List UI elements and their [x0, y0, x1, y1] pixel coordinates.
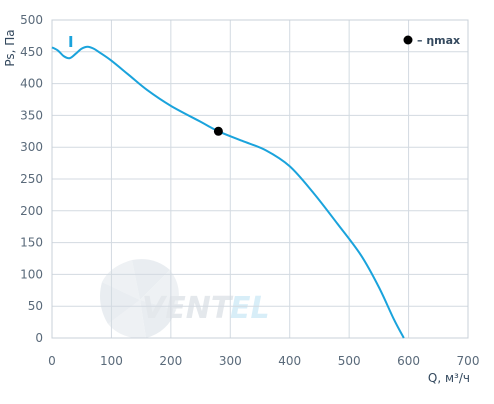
x-tick-label: 600 [397, 354, 420, 368]
y-axis-label: Ps, Па [3, 29, 17, 66]
x-tick-label: 400 [278, 354, 301, 368]
y-tick-label: 100 [20, 267, 43, 281]
y-tick-label: 350 [20, 108, 43, 122]
legend: – ηmax [403, 34, 460, 47]
x-tick-labels: 0 100 200 300 400 500 600 700 [48, 354, 479, 368]
eta-max-point [213, 126, 223, 136]
x-tick-label: 0 [48, 354, 56, 368]
y-tick-label: 500 [20, 13, 43, 27]
legend-marker [403, 35, 413, 45]
plot-frame [51, 19, 469, 339]
ventel-watermark: VENT EL [100, 259, 270, 339]
y-tick-label: 50 [28, 299, 43, 313]
curve-label: I [68, 33, 74, 51]
x-tick-label: 300 [219, 354, 242, 368]
y-tick-label: 300 [20, 140, 43, 154]
watermark-text-part1: VENT [142, 291, 234, 326]
x-tick-label: 500 [338, 354, 361, 368]
series-line [51, 45, 405, 339]
markers-group [213, 126, 223, 136]
x-axis-label: Q, м³/ч [428, 371, 470, 385]
y-tick-label: 0 [35, 331, 43, 345]
x-tick-label: 700 [457, 354, 480, 368]
fan-blade-logo [100, 259, 179, 339]
y-tick-label: 450 [20, 45, 43, 59]
watermark-text-part2: EL [230, 291, 270, 326]
x-tick-label: 100 [100, 354, 123, 368]
y-tick-label: 400 [20, 77, 43, 91]
y-tick-label: 150 [20, 236, 43, 250]
series-group [51, 45, 405, 339]
legend-label: – ηmax [417, 34, 460, 47]
y-tick-label: 200 [20, 204, 43, 218]
x-tick-label: 200 [159, 354, 182, 368]
y-tick-label: 250 [20, 172, 43, 186]
y-tick-labels: 0 50 100 150 200 250 300 350 400 450 500 [20, 13, 43, 345]
